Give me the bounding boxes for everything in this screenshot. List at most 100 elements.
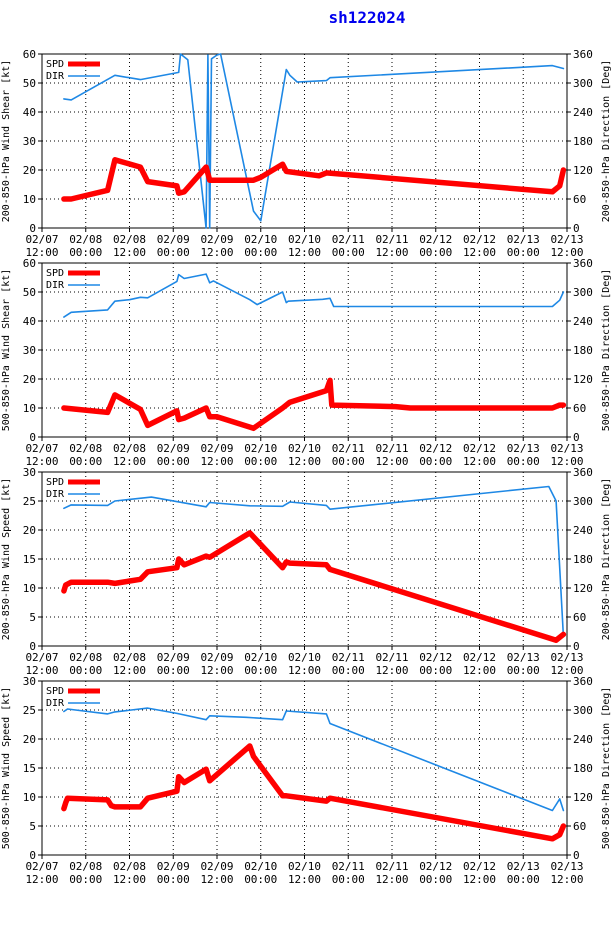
y2-tick-label: 120 <box>573 791 593 804</box>
y-tick-label: 40 <box>23 106 36 119</box>
legend-label-dir: DIR <box>46 698 65 709</box>
x-tick-label: 02/11 00:00 <box>332 233 365 259</box>
chart-panel-1: 02/07 12:00 02/08 00:00 02/08 12:00 02/09 00:00… <box>1 48 612 259</box>
x-tick-label: 02/11 00:00 <box>332 651 365 677</box>
y2-tick-label: 360 <box>573 466 593 479</box>
x-tick-label: 02/12 00:00 <box>419 233 452 259</box>
x-tick-label: 02/12 00:00 <box>419 442 452 468</box>
y-tick-label: 10 <box>23 791 36 804</box>
x-tick-label: 02/11 00:00 <box>332 442 365 468</box>
y2-tick-label: 360 <box>573 48 593 61</box>
y-tick-label: 0 <box>29 431 36 444</box>
chart-panel-3: 02/07 12:00 02/08 00:00 02/08 12:00 02/09 00:00… <box>1 466 612 677</box>
x-tick-label: 02/07 12:00 <box>25 651 58 677</box>
y-tick-label: 15 <box>23 762 36 775</box>
x-tick-label: 02/10 12:00 <box>288 860 321 886</box>
series-line-spd <box>61 530 567 643</box>
x-tick-label: 02/10 00:00 <box>244 442 277 468</box>
x-tick-label: 02/10 00:00 <box>244 233 277 259</box>
y-tick-label: 15 <box>23 553 36 566</box>
x-tick-label: 02/08 12:00 <box>113 442 146 468</box>
y-tick-label: 25 <box>23 704 36 717</box>
legend-label-spd: SPD <box>46 477 64 488</box>
y-axis-label: 200-850-hPa Wind Shear [kt] <box>1 60 12 223</box>
x-tick-label: 02/08 00:00 <box>69 233 102 259</box>
x-tick-label: 02/09 00:00 <box>157 860 190 886</box>
series-line-dir <box>63 485 565 638</box>
y2-tick-label: 120 <box>573 373 593 386</box>
y-tick-label: 5 <box>29 611 36 624</box>
y-tick-label: 25 <box>23 495 36 508</box>
y2-tick-label: 240 <box>573 315 593 328</box>
y2-tick-label: 180 <box>573 762 593 775</box>
plot-frame <box>41 680 568 856</box>
x-tick-label: 02/13 12:00 <box>550 651 583 677</box>
x-tick-label: 02/10 00:00 <box>244 651 277 677</box>
legend-label-spd: SPD <box>46 59 64 70</box>
x-tick-label: 02/07 12:00 <box>25 442 58 468</box>
y-tick-label: 0 <box>29 222 36 235</box>
x-tick-label: 02/10 12:00 <box>288 651 321 677</box>
y2-tick-label: 120 <box>573 582 593 595</box>
x-tick-label: 02/11 12:00 <box>375 651 408 677</box>
x-tick-label: 02/08 12:00 <box>113 233 146 259</box>
y2-tick-label: 60 <box>573 193 586 206</box>
y-axis-label: 500-850-hPa Wind Speed [kt] <box>1 687 12 850</box>
x-tick-label: 02/10 00:00 <box>244 860 277 886</box>
y-tick-label: 5 <box>29 820 36 833</box>
x-tick-label: 02/13 00:00 <box>507 651 540 677</box>
x-tick-label: 02/07 12:00 <box>25 860 58 886</box>
y2-tick-label: 60 <box>573 611 586 624</box>
y-tick-label: 10 <box>23 402 36 415</box>
x-tick-label: 02/10 12:00 <box>288 233 321 259</box>
plot-frame <box>41 53 568 229</box>
x-tick-label: 02/08 00:00 <box>69 651 102 677</box>
y-tick-label: 60 <box>23 48 36 61</box>
x-tick-label: 02/09 00:00 <box>157 442 190 468</box>
x-tick-label: 02/11 12:00 <box>375 860 408 886</box>
y2-axis-label: 200-850-hPa Direction [Deg] <box>601 478 612 641</box>
y-axis-label: 200-850-hPa Wind Speed [kt] <box>1 478 12 641</box>
plot-frame <box>41 262 568 438</box>
y-tick-label: 50 <box>23 286 36 299</box>
x-tick-label: 02/13 00:00 <box>507 860 540 886</box>
y-tick-label: 10 <box>23 193 36 206</box>
x-tick-label: 02/10 12:00 <box>288 442 321 468</box>
y-tick-label: 60 <box>23 257 36 270</box>
y2-axis-label: 500-850-hPa Direction [Deg] <box>601 269 612 432</box>
series-line-dir <box>63 707 565 812</box>
y2-tick-label: 300 <box>573 286 593 299</box>
y-tick-label: 30 <box>23 466 36 479</box>
x-tick-label: 02/13 12:00 <box>550 442 583 468</box>
y-tick-label: 50 <box>23 77 36 90</box>
y-axis-label: 500-850-hPa Wind Shear [kt] <box>1 269 12 432</box>
y2-tick-label: 300 <box>573 495 593 508</box>
legend-label-spd: SPD <box>46 268 64 279</box>
x-tick-label: 02/11 12:00 <box>375 233 408 259</box>
series-line-spd <box>61 377 567 432</box>
x-tick-label: 02/13 00:00 <box>507 233 540 259</box>
y-tick-label: 40 <box>23 315 36 328</box>
x-tick-label: 02/08 00:00 <box>69 442 102 468</box>
x-tick-label: 02/13 00:00 <box>507 442 540 468</box>
legend-label-spd: SPD <box>46 686 64 697</box>
y-tick-label: 20 <box>23 164 36 177</box>
series-line-spd <box>61 743 567 842</box>
y2-tick-label: 60 <box>573 402 586 415</box>
x-tick-label: 02/11 12:00 <box>375 442 408 468</box>
x-tick-label: 02/09 12:00 <box>200 442 233 468</box>
x-tick-label: 02/13 12:00 <box>550 860 583 886</box>
y-tick-label: 20 <box>23 524 36 537</box>
y-tick-label: 30 <box>23 344 36 357</box>
chart-panel-2: 02/07 12:00 02/08 00:00 02/08 12:00 02/09 00:00… <box>1 257 612 468</box>
y-tick-label: 20 <box>23 733 36 746</box>
y-tick-label: 20 <box>23 373 36 386</box>
x-tick-label: 02/13 12:00 <box>550 233 583 259</box>
x-tick-label: 02/09 12:00 <box>200 233 233 259</box>
x-tick-label: 02/11 00:00 <box>332 860 365 886</box>
y-tick-label: 10 <box>23 582 36 595</box>
y2-tick-label: 300 <box>573 704 593 717</box>
x-tick-label: 02/08 12:00 <box>113 860 146 886</box>
x-tick-label: 02/09 00:00 <box>157 233 190 259</box>
